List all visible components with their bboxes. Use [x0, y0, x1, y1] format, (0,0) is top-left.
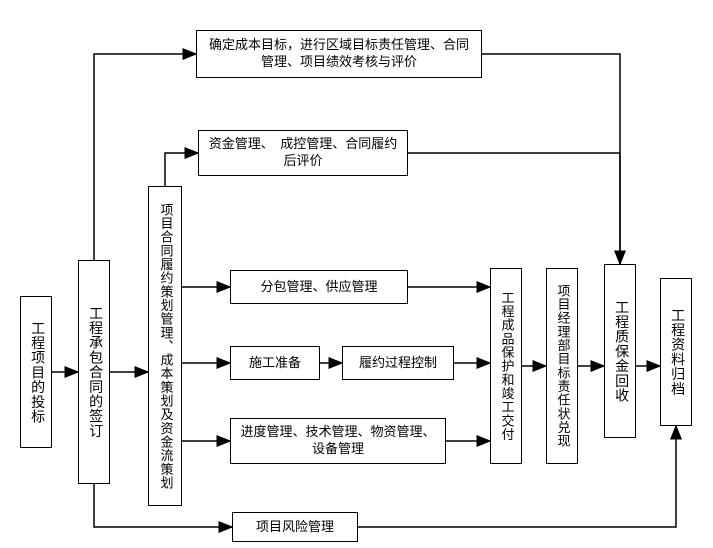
node-label: 工程项目的投标 — [27, 321, 45, 424]
node-label: 资金管理、 成控管理、合同履约后评价 — [199, 134, 407, 172]
node-n6: 工程质保金回收 — [604, 264, 636, 438]
node-n3: 项目合同履约策划管理、成本策划及资金流策划 — [148, 186, 182, 506]
node-fund: 资金管理、 成控管理、合同履约后评价 — [198, 130, 408, 176]
node-top: 确定成本目标，进行区域目标责任管理、合同管理、项目绩效考核与评价 — [196, 30, 482, 78]
node-label: 项目合同履约策划管理、成本策划及资金流策划 — [157, 203, 174, 490]
node-label: 确定成本目标，进行区域目标责任管理、合同管理、项目绩效考核与评价 — [197, 35, 481, 73]
node-label: 工程成品保护和竣工交付 — [498, 291, 515, 441]
node-label: 项目经理部目标责任状兑现 — [554, 284, 571, 448]
edge-n3-fund — [165, 153, 198, 186]
node-label: 进度管理、技术管理、物资管理、设备管理 — [231, 422, 445, 460]
node-n4: 工程成品保护和竣工交付 — [490, 268, 522, 464]
node-risk: 项目风险管理 — [232, 512, 358, 542]
node-sub: 分包管理、供应管理 — [230, 270, 408, 304]
node-label: 工程资料归档 — [667, 308, 685, 396]
node-label: 履约过程控制 — [353, 353, 443, 374]
node-n2: 工程承包合同的签订 — [78, 260, 110, 484]
node-prog: 进度管理、技术管理、物资管理、设备管理 — [230, 418, 446, 464]
node-n1: 工程项目的投标 — [20, 296, 52, 448]
node-n5: 项目经理部目标责任状兑现 — [546, 268, 578, 464]
edge-fund-n6 — [408, 153, 620, 264]
node-prep: 施工准备 — [230, 346, 320, 380]
node-label: 施工准备 — [243, 353, 307, 374]
node-label: 工程承包合同的签订 — [85, 306, 103, 438]
node-n7: 工程资料归档 — [660, 278, 692, 426]
edge-top-n6 — [482, 54, 620, 264]
node-label: 工程质保金回收 — [611, 300, 629, 403]
flowchart-canvas: 工程项目的投标 工程承包合同的签订 项目合同履约策划管理、成本策划及资金流策划 确定成… — [0, 0, 713, 548]
node-label: 分包管理、供应管理 — [254, 277, 383, 298]
node-label: 项目风险管理 — [250, 517, 340, 538]
node-perf: 履约过程控制 — [342, 346, 454, 380]
